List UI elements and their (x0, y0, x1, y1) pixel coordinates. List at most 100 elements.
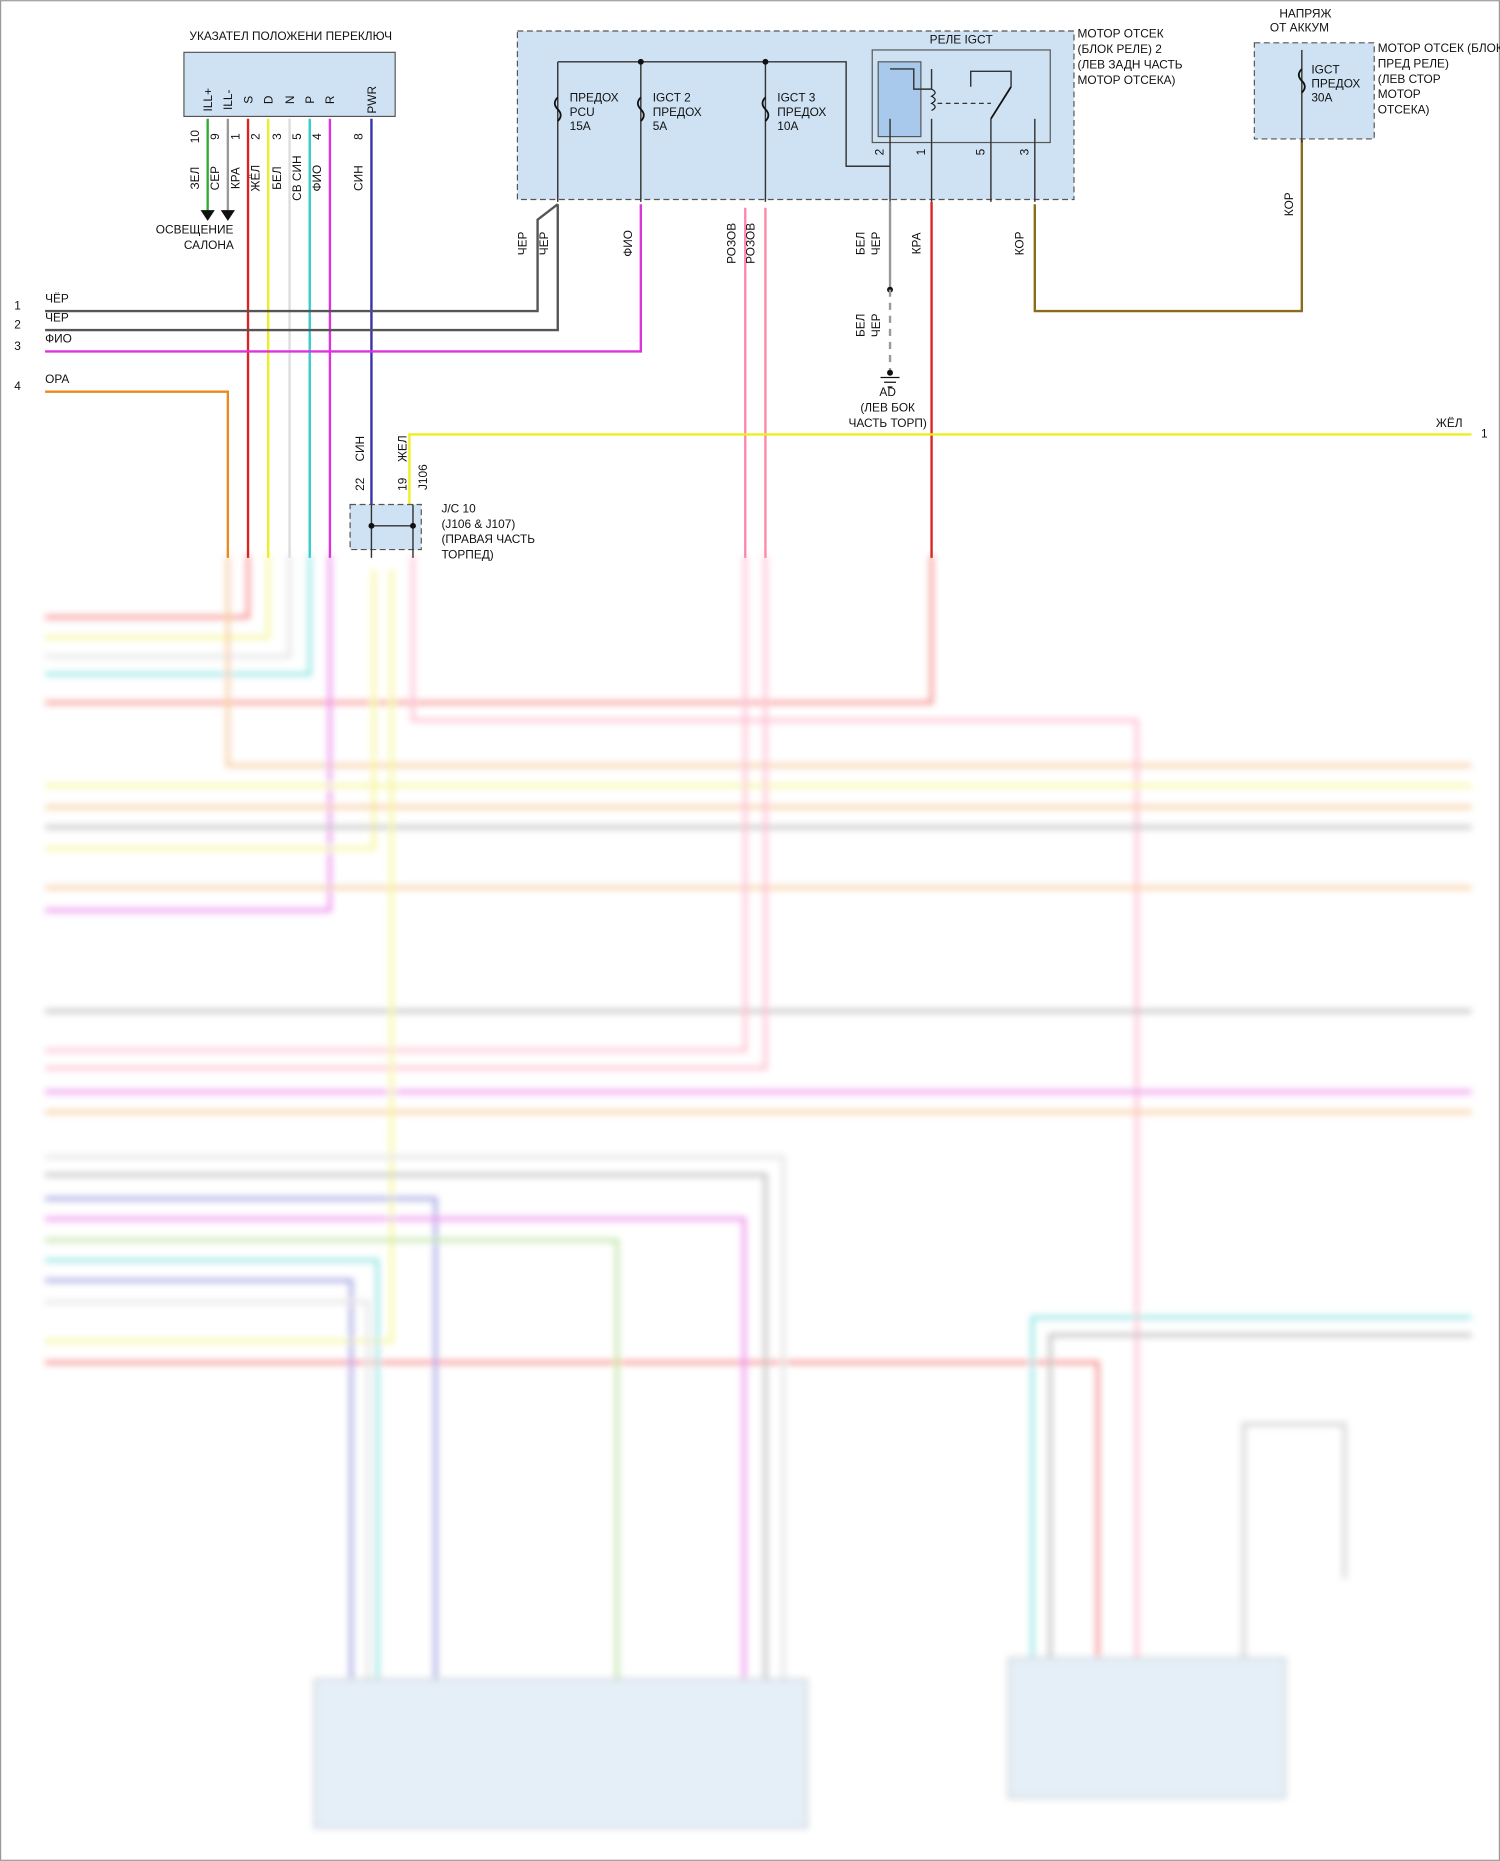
arrow (220, 210, 235, 221)
label: IGCT 2 (653, 91, 691, 105)
fuse (636, 96, 645, 122)
wire (45, 1217, 746, 1680)
label: КОР (1013, 231, 1027, 255)
wire (1030, 1315, 1472, 1662)
wire (45, 1278, 354, 1680)
label: 2 (14, 317, 21, 331)
label: 8 (352, 133, 366, 140)
label: IGCT 3 (777, 91, 815, 105)
label: ЖЕЛ (396, 435, 410, 462)
label: 10A (777, 119, 798, 133)
label: (ПРАВАЯ ЧАСТЬ (441, 532, 535, 546)
label: 1 (228, 133, 242, 140)
label: МОТОР ОТСЕКА) (1078, 73, 1176, 87)
label: БЕЛ (270, 166, 284, 189)
label: ПРЕД РЕЛЕ) (1378, 56, 1449, 70)
label: ЧЕР (537, 231, 551, 255)
label: КРА (228, 167, 242, 189)
box (313, 1678, 808, 1829)
label: ПРЕДОХ (653, 105, 702, 119)
label: ЖЁЛ (1436, 416, 1463, 430)
label: ФИО (45, 332, 72, 346)
wire (45, 569, 376, 851)
box (1253, 42, 1375, 140)
wire (45, 390, 230, 558)
label: МОТОР ОТСЕК (БЛОК (1378, 41, 1500, 55)
label: 15A (570, 119, 591, 133)
label: ЧАСТЬ ТОРП) (848, 416, 926, 430)
label: ОСВЕЩЕНИЕ (156, 222, 234, 236)
label: ПРЕДОХ (1311, 77, 1360, 91)
wire (45, 203, 559, 313)
label: D (262, 96, 276, 105)
wire (45, 555, 312, 676)
wire (45, 555, 748, 1053)
label: СЕР (208, 166, 222, 190)
label: IGCT (1311, 62, 1339, 76)
label: J/C 10 (441, 501, 476, 515)
label: ЧЁР (45, 291, 69, 305)
label: СИН (353, 436, 367, 462)
label: РОЗОВ (724, 223, 738, 264)
wire (45, 1258, 380, 1680)
node (887, 369, 893, 376)
label: 2 (873, 149, 887, 156)
label: ЖЁЛ (248, 165, 262, 192)
label: ЧЕР (869, 231, 883, 255)
label: ЗЕЛ (188, 167, 202, 190)
label: ЧЕР (515, 231, 529, 255)
label: N (283, 96, 297, 105)
wire (45, 555, 250, 619)
wire (45, 204, 643, 353)
label: ОТ АККУМ (1270, 21, 1329, 35)
box (1008, 1657, 1286, 1799)
label: РЕЛЕ IGCT (930, 33, 993, 47)
label: 30A (1311, 91, 1332, 105)
label: 3 (1017, 148, 1031, 155)
node (410, 522, 416, 529)
wire (45, 569, 394, 1343)
wire (45, 1300, 370, 1680)
wire (557, 61, 891, 167)
node (762, 58, 769, 65)
label: 1 (1481, 427, 1488, 441)
switch-blade (990, 86, 1012, 120)
wire (45, 555, 270, 640)
label: СИН (352, 165, 366, 191)
wire (1033, 140, 1304, 313)
label: КОР (1282, 192, 1296, 216)
label: КРА (909, 232, 923, 254)
label: ПРЕДОХ (777, 105, 826, 119)
node (637, 58, 644, 65)
blurred-section (45, 555, 1472, 1829)
box (349, 503, 422, 551)
label: 2 (248, 133, 262, 140)
label: ILL- (221, 90, 235, 110)
wire (411, 555, 1139, 1662)
label: ФИО (621, 230, 635, 257)
label: 10 (188, 130, 202, 144)
box (183, 51, 396, 118)
label: 4 (14, 379, 21, 393)
label: РОЗОВ (743, 223, 757, 264)
label: 3 (14, 339, 21, 353)
label: R (323, 95, 337, 104)
wire (1241, 1422, 1347, 1662)
wire (1048, 1333, 1472, 1662)
wire (970, 70, 1012, 87)
wire (45, 555, 332, 913)
wire (45, 555, 292, 659)
wire (226, 555, 1472, 768)
label: БЕЛ (854, 314, 868, 337)
label: ЧЁР (45, 310, 69, 324)
ground (880, 376, 900, 388)
label: ФИО (310, 165, 324, 192)
fuse (1297, 68, 1306, 94)
label: ТОРПЕД) (441, 548, 493, 562)
coil (930, 88, 936, 112)
label: PWR (365, 86, 379, 114)
diagram-top: УКАЗАТЕЛ ПОЛОЖЕНИ ПЕРЕКЛЮЧ ILL+ 10 ЗЕЛ ILL- 9… (14, 7, 1500, 562)
wire (45, 1360, 1100, 1662)
